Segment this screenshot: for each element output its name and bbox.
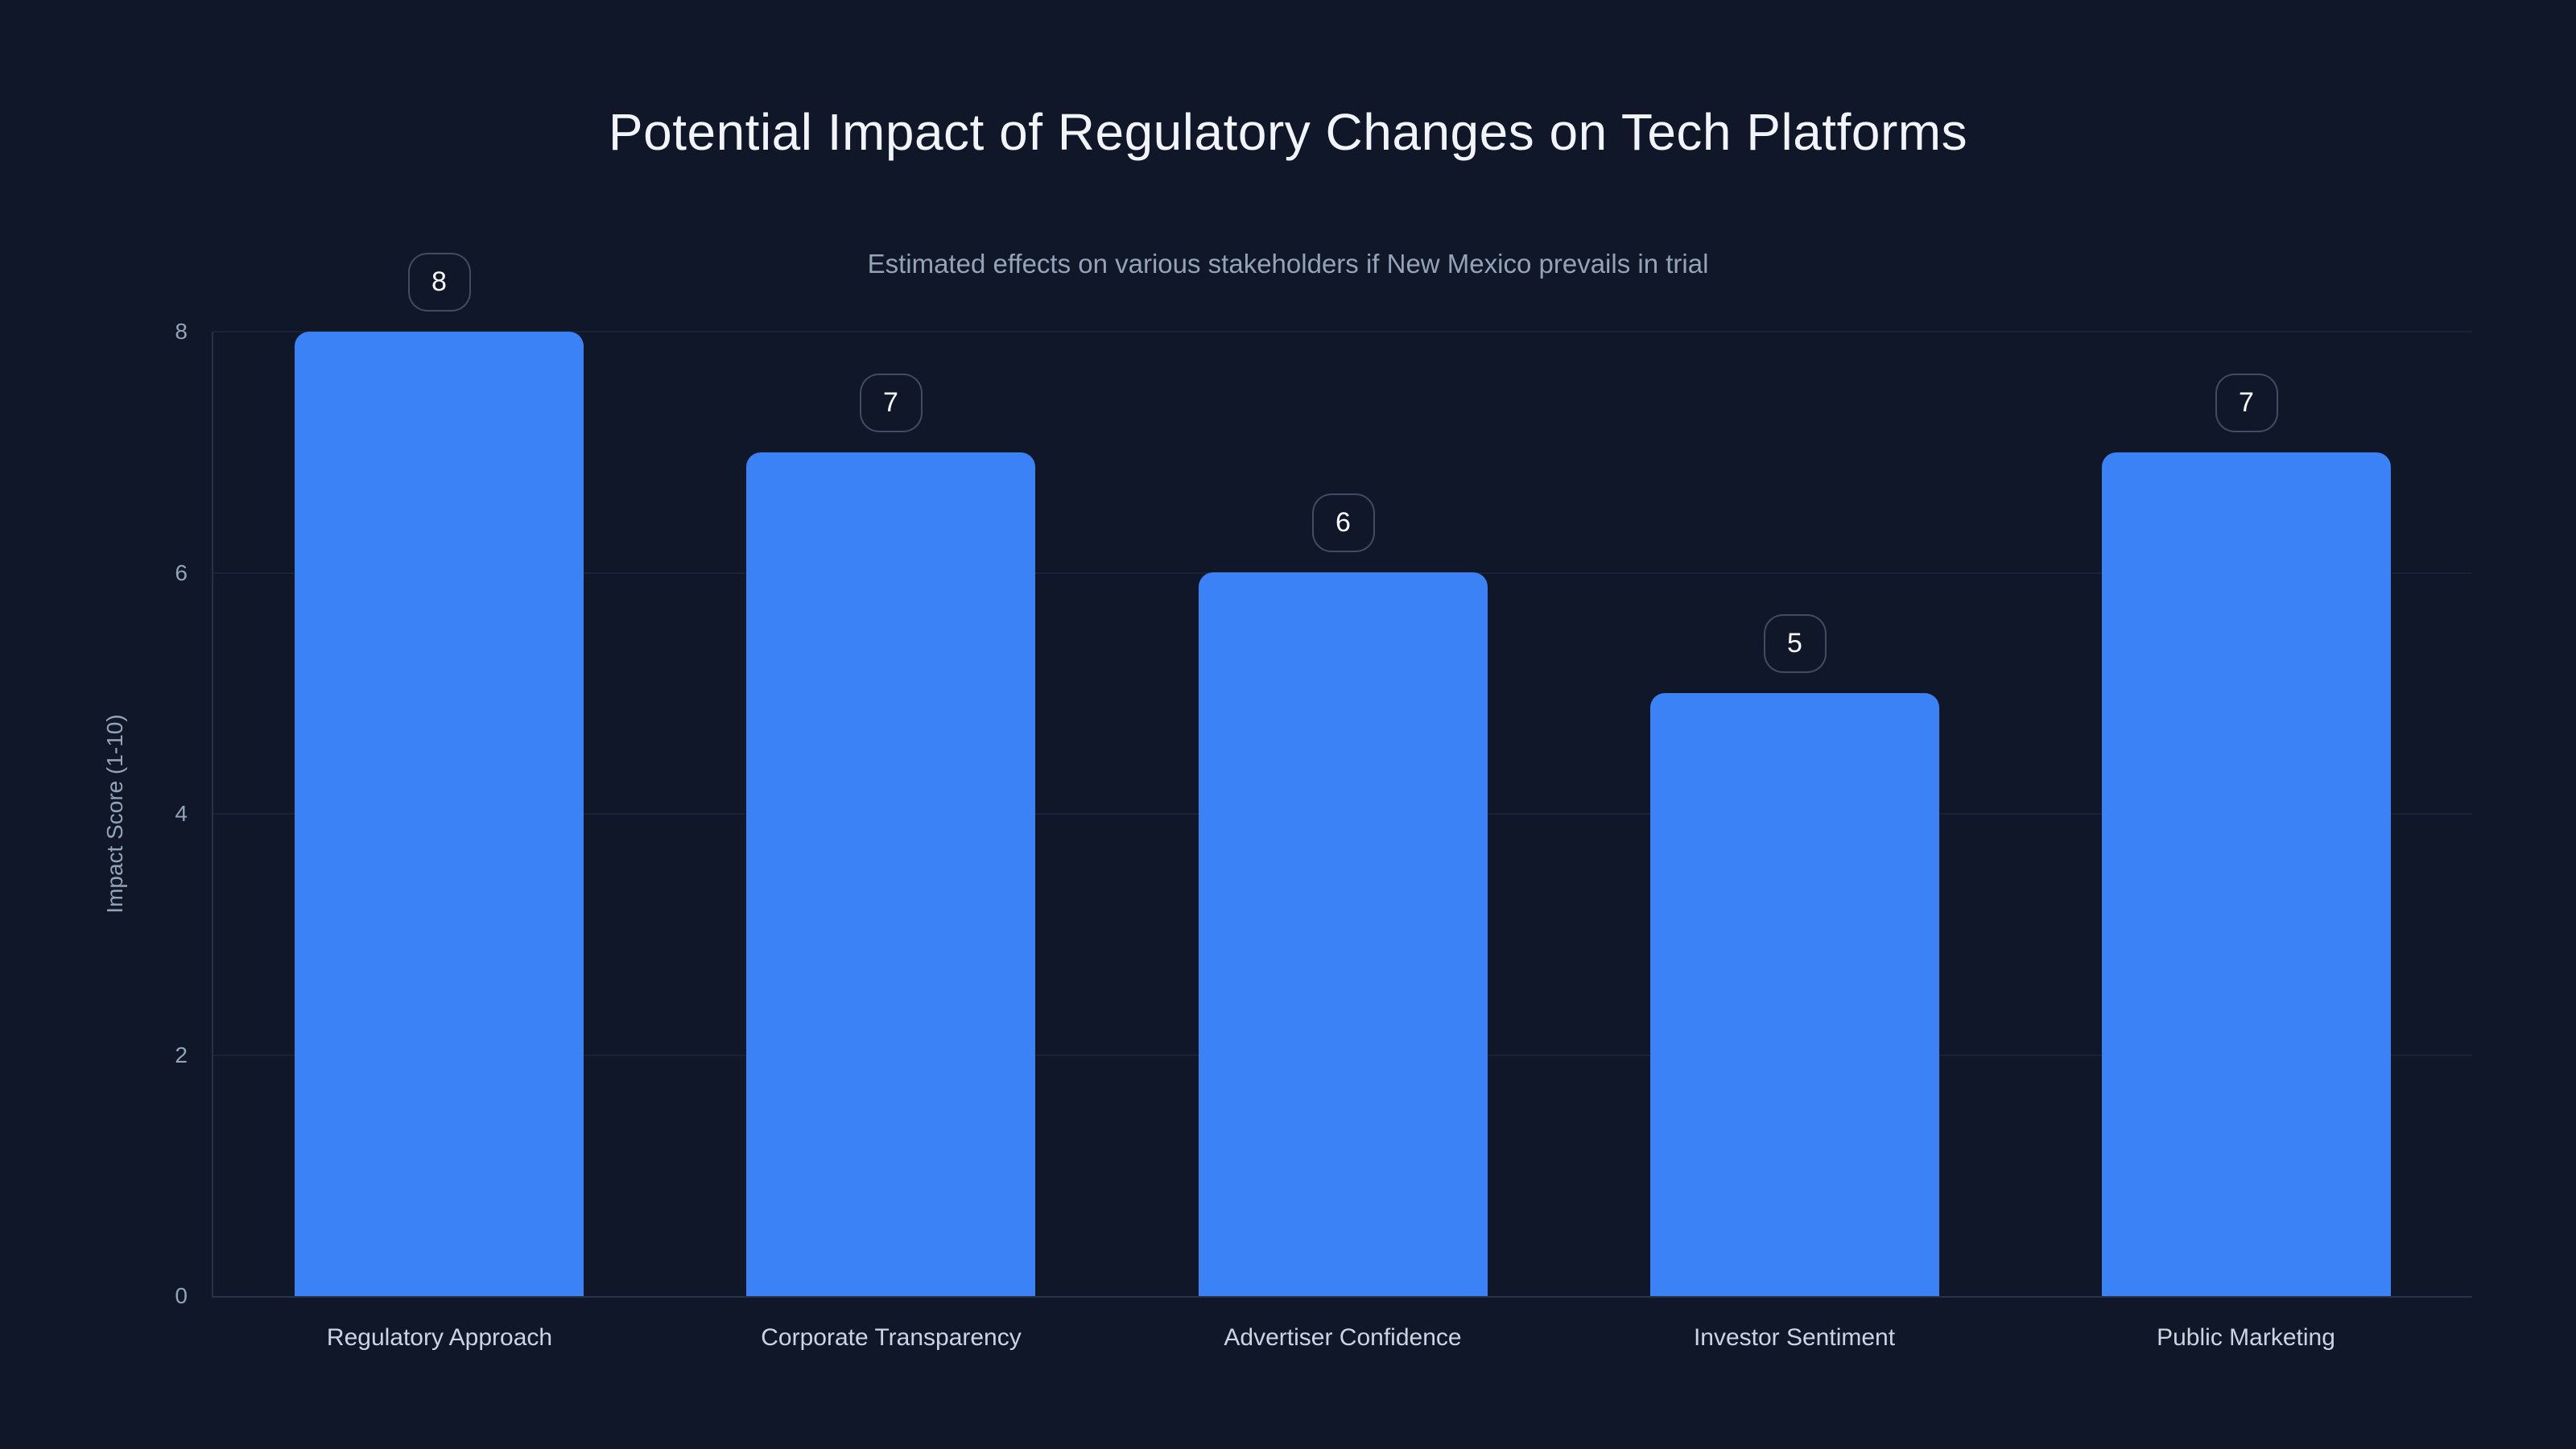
plot-area: 8 7 6 5 7 bbox=[212, 253, 2472, 1298]
x-axis-label: Advertiser Confidence bbox=[1224, 1324, 1462, 1351]
bar-group: 7 bbox=[2102, 374, 2391, 1296]
bar-group: 5 bbox=[1650, 614, 1939, 1296]
bar-value-badge: 8 bbox=[407, 253, 471, 312]
y-tick-label: 2 bbox=[175, 1042, 188, 1067]
bar-group: 6 bbox=[1199, 493, 1488, 1296]
y-tick-label: 0 bbox=[175, 1283, 188, 1308]
bar-group: 7 bbox=[746, 374, 1035, 1296]
bar-value-badge: 7 bbox=[859, 374, 923, 432]
x-axis-label: Regulatory Approach bbox=[326, 1324, 553, 1351]
bar-value-badge: 7 bbox=[2215, 374, 2278, 432]
gridline bbox=[213, 331, 2472, 332]
x-axis-label: Public Marketing bbox=[2157, 1324, 2335, 1351]
bar bbox=[2102, 452, 2391, 1296]
bar-value-badge: 6 bbox=[1311, 493, 1375, 552]
x-axis-label: Corporate Transparency bbox=[761, 1324, 1022, 1351]
y-tick-label: 6 bbox=[175, 559, 188, 585]
chart-title: Potential Impact of Regulatory Changes o… bbox=[608, 103, 1968, 161]
y-tick-label: 8 bbox=[175, 319, 188, 344]
bar-value-badge: 5 bbox=[1763, 614, 1827, 673]
chart-subtitle: Estimated effects on various stakeholder… bbox=[867, 249, 1709, 279]
bar bbox=[746, 452, 1035, 1296]
bar bbox=[295, 332, 584, 1296]
bar bbox=[1199, 572, 1488, 1296]
bar-group: 8 bbox=[295, 253, 584, 1296]
y-tick-label: 4 bbox=[175, 801, 188, 826]
bar bbox=[1650, 693, 1939, 1296]
x-axis-label: Investor Sentiment bbox=[1693, 1324, 1896, 1351]
